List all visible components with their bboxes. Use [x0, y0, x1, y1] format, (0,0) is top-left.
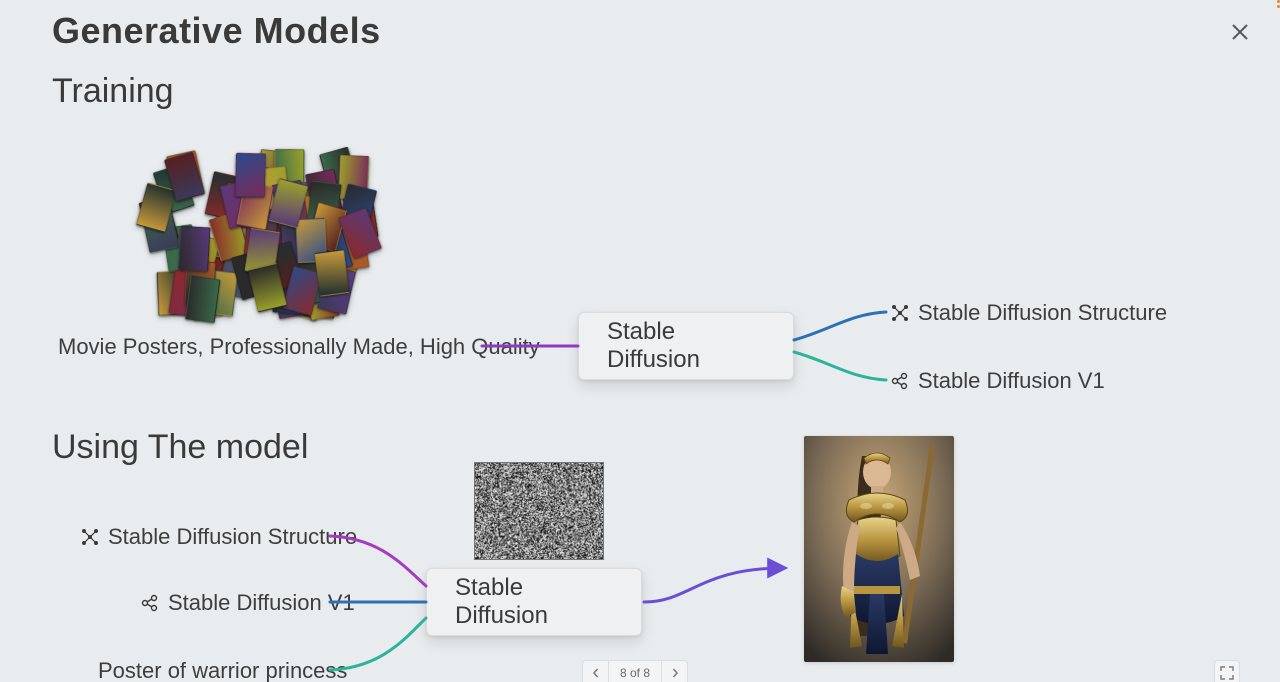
network-icon — [80, 527, 100, 547]
training-input-caption: Movie Posters, Professionally Made, High… — [58, 334, 540, 360]
nodes-icon — [890, 371, 910, 391]
using-input-structure: Stable Diffusion Structure — [80, 524, 357, 550]
pager-next-button[interactable] — [661, 661, 687, 682]
training-node-label: Stable Diffusion — [607, 318, 765, 374]
using-input-weights-label: Stable Diffusion V1 — [168, 590, 355, 615]
slide-pager: 8 of 8 — [582, 660, 688, 682]
using-node-stable-diffusion: Stable Diffusion — [426, 568, 642, 636]
section-title-training: Training — [52, 72, 174, 111]
fullscreen-button[interactable] — [1214, 660, 1240, 682]
training-output-weights: Stable Diffusion V1 — [890, 368, 1105, 394]
training-input-collage — [128, 141, 381, 329]
close-button[interactable] — [1226, 18, 1254, 46]
training-node-stable-diffusion: Stable Diffusion — [578, 312, 794, 380]
training-output-structure: Stable Diffusion Structure — [890, 300, 1167, 326]
pager-prev-button[interactable] — [583, 661, 609, 682]
training-output-structure-label: Stable Diffusion Structure — [918, 300, 1167, 325]
using-input-prompt: Poster of warrior princess — [98, 658, 347, 682]
close-icon — [1230, 22, 1250, 42]
chevron-left-icon — [591, 668, 601, 678]
network-icon — [890, 303, 910, 323]
page-title: Generative Models — [52, 10, 381, 52]
chevron-right-icon — [670, 668, 680, 678]
nodes-icon — [140, 593, 160, 613]
using-input-structure-label: Stable Diffusion Structure — [108, 524, 357, 549]
slide-stage: Generative Models Training Using The mod… — [0, 0, 1280, 682]
decoration-dots — [1272, 0, 1280, 8]
noise-image — [474, 462, 604, 560]
training-output-weights-label: Stable Diffusion V1 — [918, 368, 1105, 393]
section-title-using: Using The model — [52, 428, 308, 467]
pager-count: 8 of 8 — [609, 666, 661, 680]
fullscreen-icon — [1220, 666, 1234, 680]
using-node-label: Stable Diffusion — [455, 574, 613, 630]
generated-output-image — [804, 436, 954, 662]
using-input-weights: Stable Diffusion V1 — [140, 590, 355, 616]
